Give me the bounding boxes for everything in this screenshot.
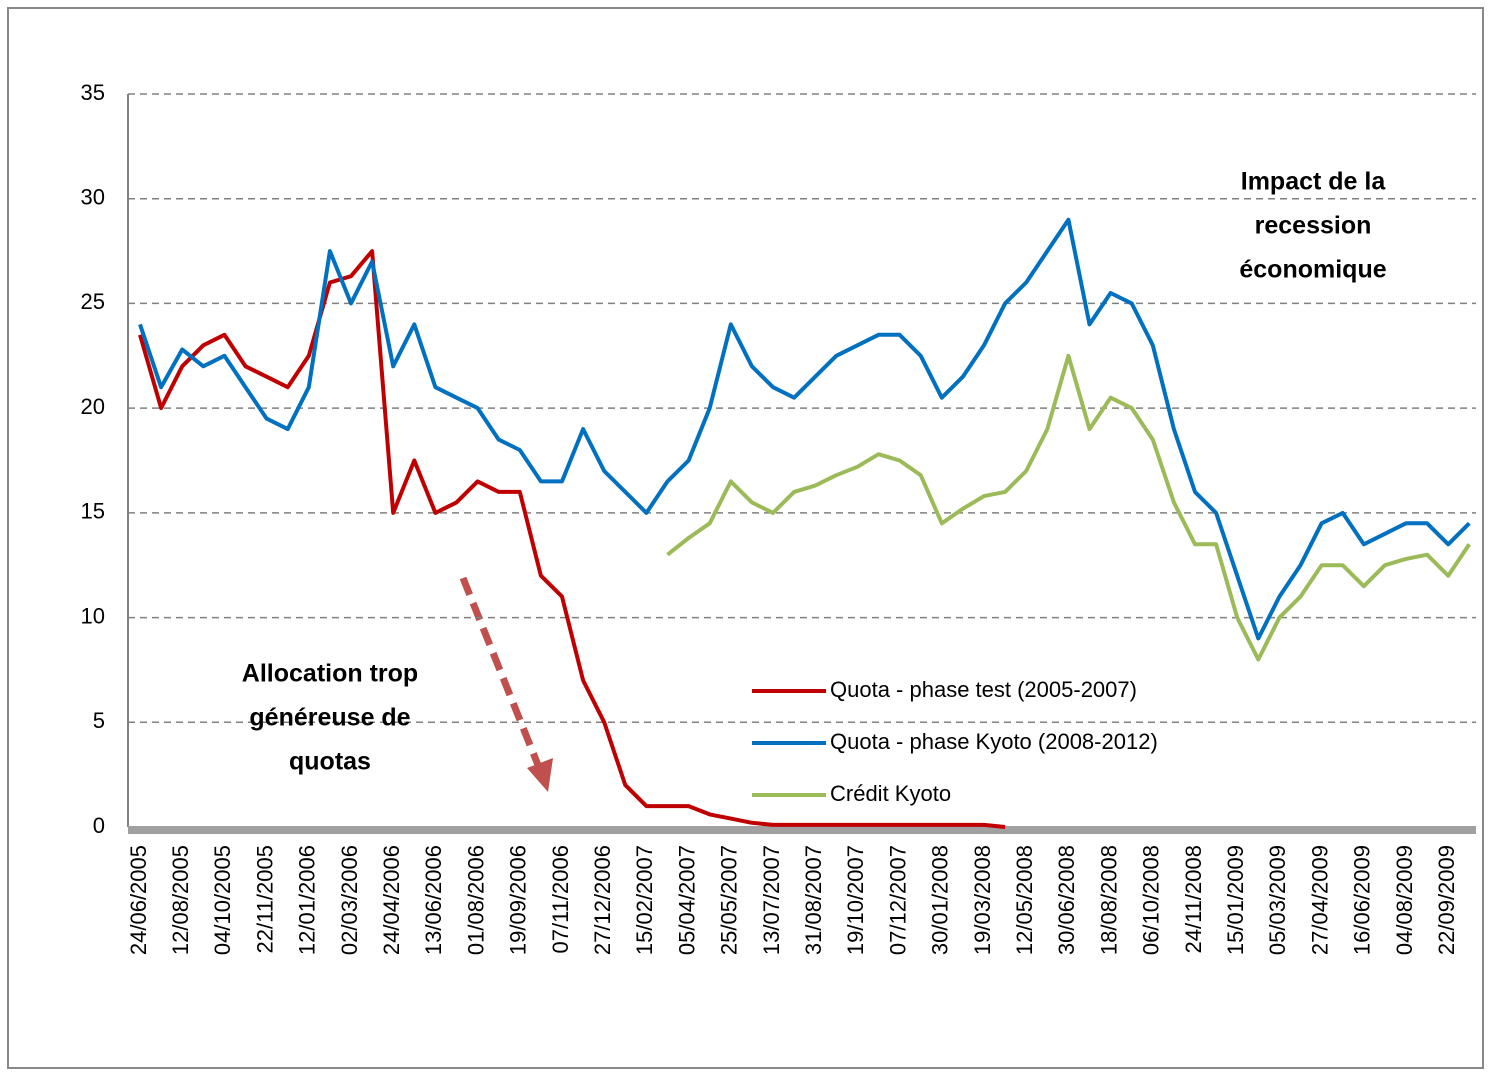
x-tick-label: 24/06/2005 [126,845,151,955]
x-tick-label: 24/11/2008 [1181,845,1206,953]
x-tick-label: 04/08/2009 [1392,845,1417,955]
y-tick-label: 25 [81,289,105,314]
x-tick-label: 02/03/2006 [337,845,362,955]
x-tick-label: 22/09/2009 [1434,845,1459,955]
x-tick-label: 18/08/2008 [1096,845,1121,955]
x-tick-label: 12/08/2005 [168,845,193,955]
x-tick-label: 16/06/2009 [1350,845,1375,955]
x-tick-label: 15/02/2007 [632,845,657,955]
x-tick-label: 19/09/2006 [506,845,531,955]
annotation: généreuse de [249,704,410,732]
x-tick-label: 30/06/2008 [1054,845,1079,955]
x-tick-label: 30/01/2008 [928,845,953,955]
x-tick-label: 05/03/2009 [1265,845,1290,955]
y-tick-label: 10 [81,603,105,628]
y-tick-label: 0 [93,813,105,838]
y-tick-label: 15 [81,499,105,524]
x-tick-label: 15/01/2009 [1223,845,1248,955]
x-tick-label: 13/07/2007 [759,845,784,955]
legend-label: Crédit Kyoto [830,781,951,806]
legend-label: Quota - phase test (2005-2007) [830,677,1137,702]
line-series [666,353,1471,662]
annotation: recession [1255,212,1372,240]
x-tick-label: 13/06/2006 [421,845,446,955]
y-tick-label: 20 [81,394,105,419]
annotation: Allocation trop [242,660,418,688]
x-tick-label: 06/10/2008 [1139,845,1164,955]
y-tick-label: 30 [81,185,105,210]
legend-label: Quota - phase Kyoto (2008-2012) [830,729,1158,754]
x-tick-label: 27/12/2006 [590,845,615,955]
line-series [138,217,1471,641]
line-series [138,249,1006,829]
y-tick-label: 5 [93,708,105,733]
frame [7,7,1484,1069]
x-tick-label: 12/01/2006 [295,845,320,955]
x-tick-label: 24/04/2006 [379,845,404,955]
x-tick-label: 31/08/2007 [801,845,826,955]
x-tick-label: 27/04/2009 [1307,845,1332,955]
x-tick-label: 01/08/2006 [463,845,488,955]
x-tick-label: 22/11/2005 [252,845,277,953]
x-tick-label: 12/05/2008 [1012,845,1037,955]
x-tick-label: 05/04/2007 [674,845,699,955]
annotation: quotas [289,748,371,776]
arrow-head [527,758,553,792]
x-tick-label: 04/10/2005 [210,845,235,955]
annotation: économique [1239,256,1386,284]
annotation: Impact de la [1241,168,1387,196]
y-tick-label: 35 [81,80,105,105]
arrow [459,576,544,772]
x-tick-label: 07/11/2006 [548,845,573,953]
x-tick-label: 07/12/2007 [885,845,910,955]
x-tick-label: 19/03/2008 [970,845,995,955]
x-tick-label: 25/05/2007 [717,845,742,955]
x-tick-label: 19/10/2007 [843,845,868,955]
